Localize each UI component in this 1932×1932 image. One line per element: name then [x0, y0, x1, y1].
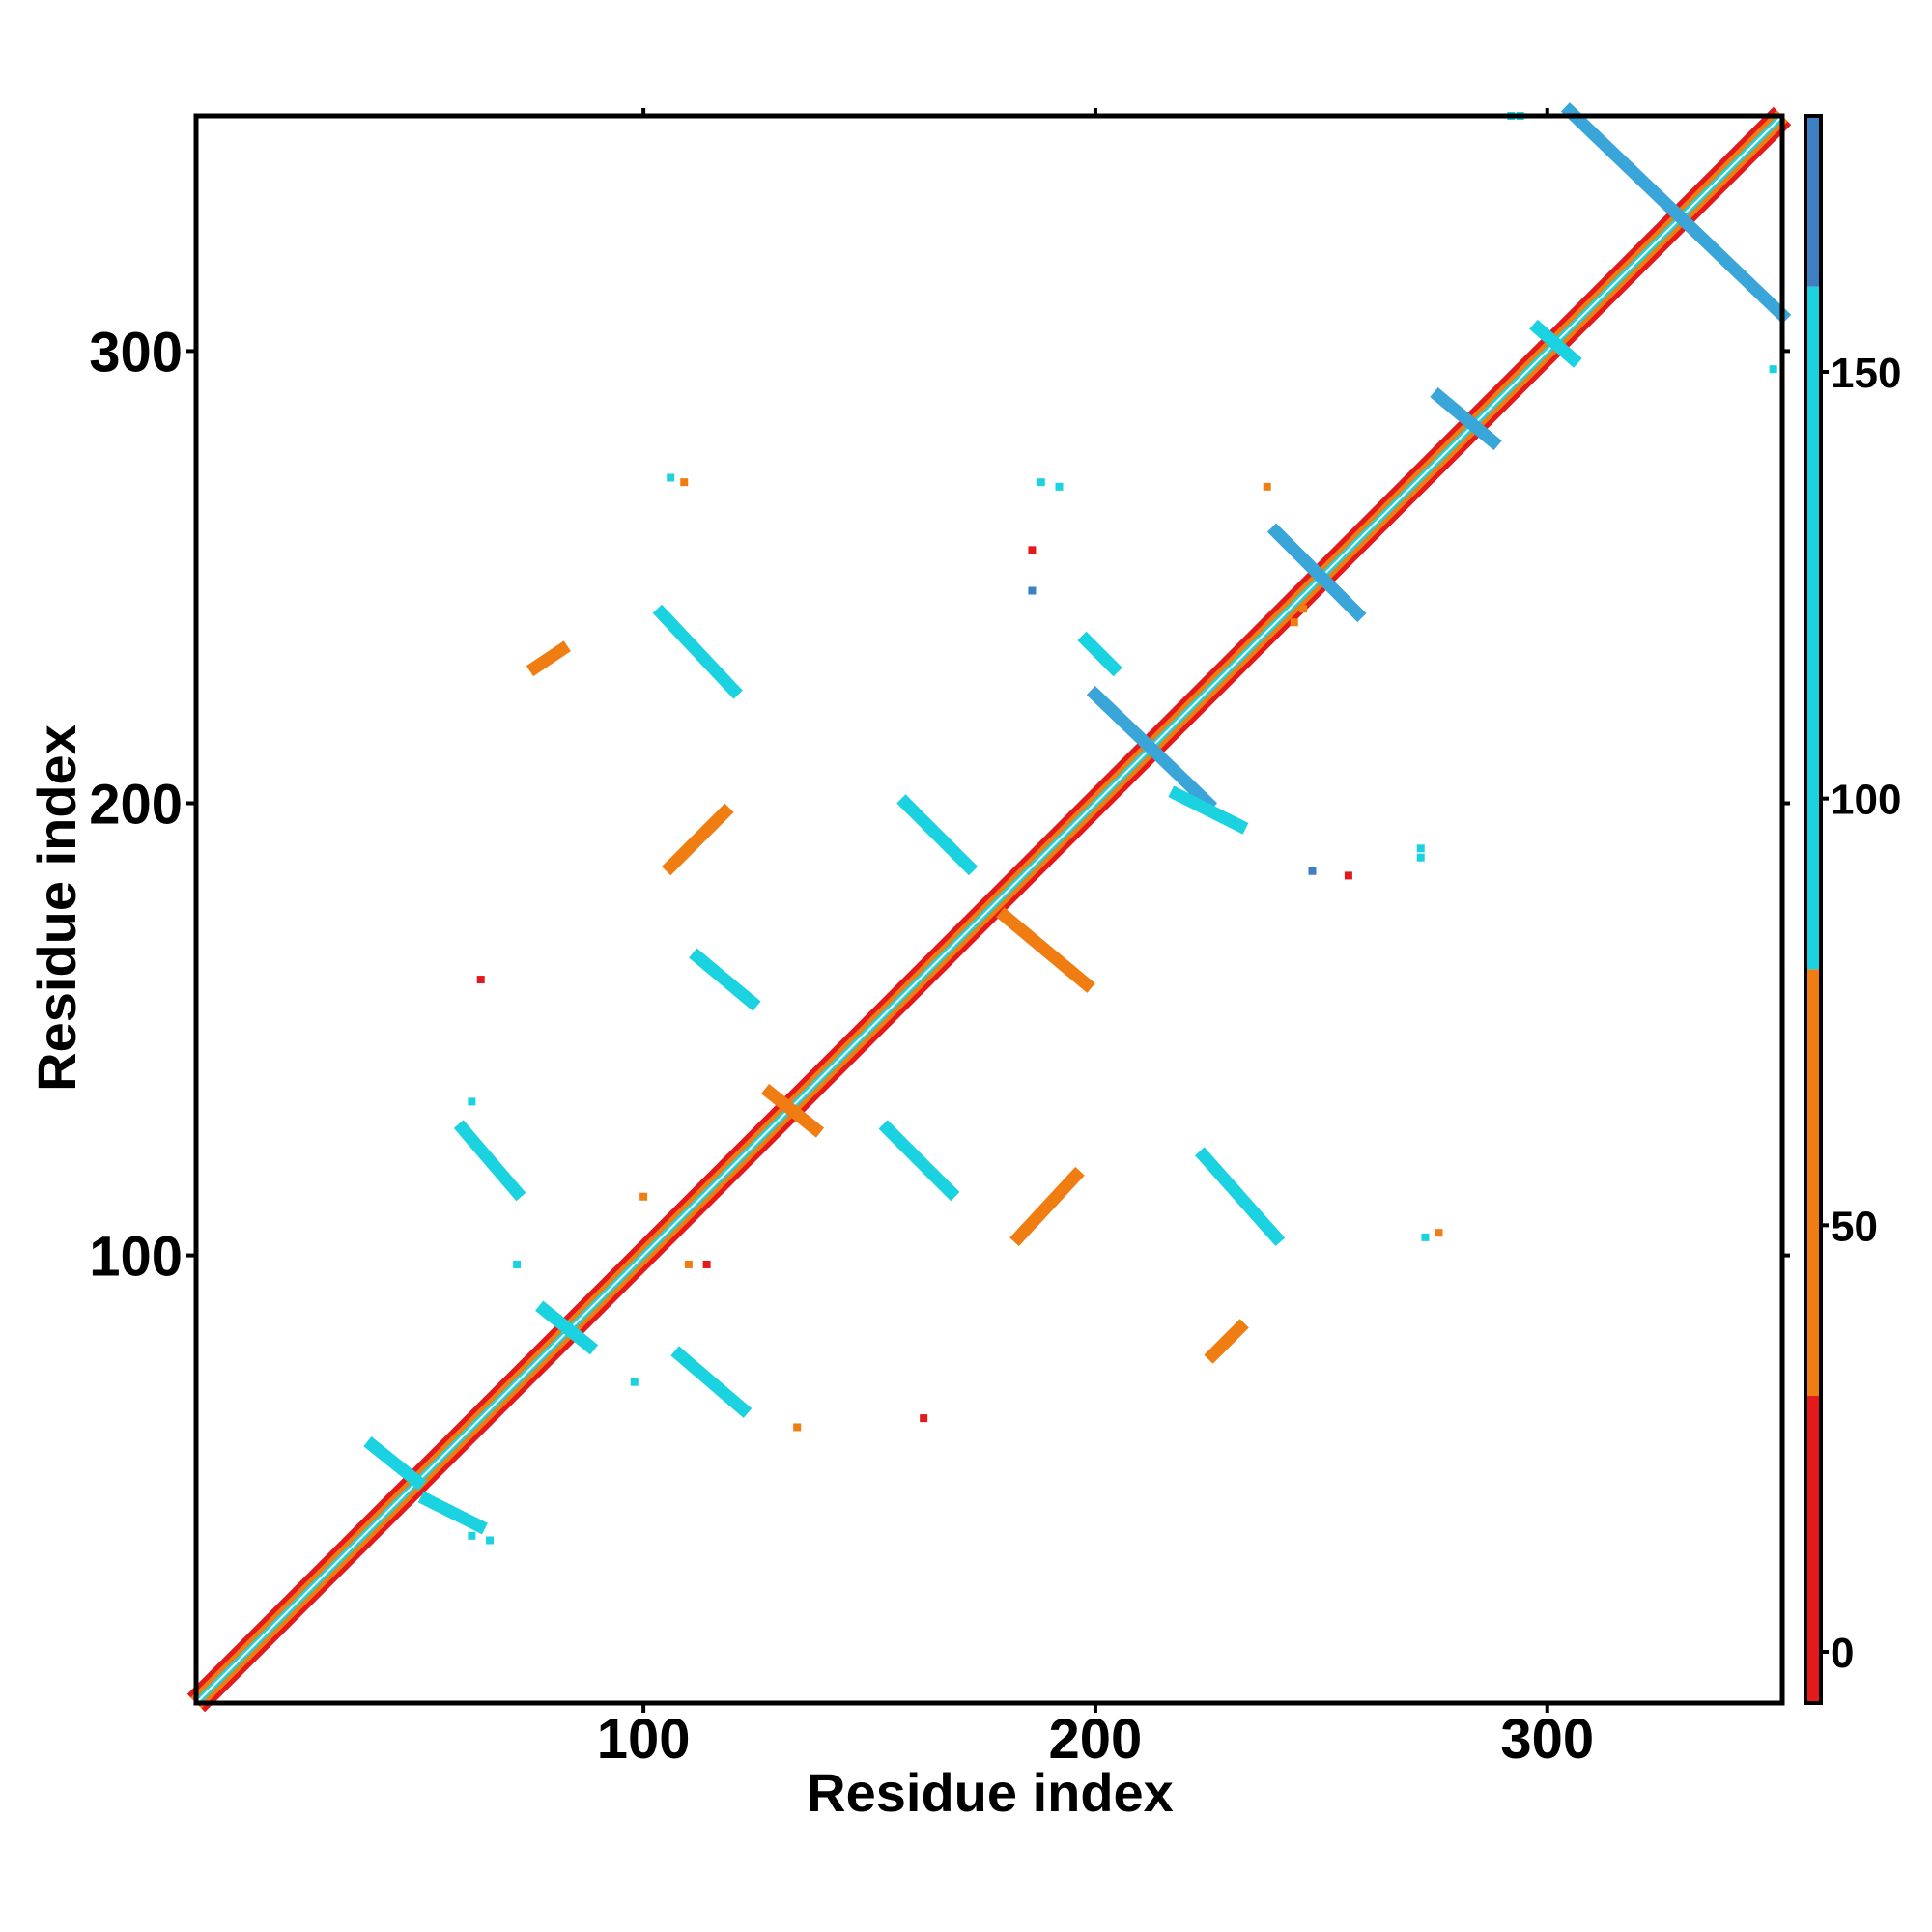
contact-strand-15: [526, 640, 571, 677]
colorbar-tick-label-50: 50: [1831, 1203, 1878, 1250]
y-tick-label-300: 300: [89, 321, 183, 384]
contact-strand-19: [363, 1436, 427, 1491]
contact-strand-2: [1086, 685, 1218, 812]
contact-point-20: [1421, 1233, 1430, 1241]
contact-point-4: [680, 478, 689, 487]
contact-point-2: [1769, 365, 1777, 374]
diagonal-center-line: [195, 115, 1783, 1704]
contact-point-5: [1037, 478, 1045, 487]
contact-strand-10: [662, 803, 734, 876]
contact-strand-6: [689, 948, 761, 1011]
contact-point-18: [1416, 844, 1425, 853]
contact-strand-4: [1529, 319, 1583, 369]
contact-point-12: [476, 976, 485, 984]
x-tick-label-300: 300: [1500, 1708, 1594, 1771]
contact-strand-17: [1077, 631, 1122, 677]
contact-point-26: [639, 1192, 648, 1201]
contact-strand-5: [453, 1120, 526, 1202]
contact-strand-7: [670, 1346, 753, 1418]
colorbar-tick-label-150: 150: [1831, 350, 1901, 397]
colorbar-tick-label-0: 0: [1831, 1630, 1854, 1677]
contact-point-28: [486, 1536, 495, 1545]
contact-point-22: [1344, 871, 1352, 880]
contact-point-19: [1416, 853, 1425, 862]
contact-strand-3: [1430, 387, 1502, 451]
contact-point-13: [920, 1414, 928, 1423]
heatmap-marks: [186, 102, 1792, 1713]
contact-strand-9: [1009, 1165, 1087, 1247]
contact-strand-14: [896, 794, 979, 876]
contact-point-25: [702, 1260, 711, 1268]
contact-strand-8: [878, 1120, 960, 1202]
contact-point-3: [667, 473, 675, 482]
colorbar-tick-label-100: 100: [1831, 777, 1901, 824]
colorbar-segment-1: [1807, 969, 1819, 1396]
contact-point-14: [513, 1260, 522, 1268]
contact-strand-21: [535, 1300, 599, 1355]
contact-strand-22: [760, 1083, 825, 1138]
x-tick-label-100: 100: [597, 1708, 691, 1771]
contact-point-11: [1290, 618, 1298, 627]
x-axis-title: Residue index: [807, 1762, 1174, 1823]
contact-point-21: [1435, 1229, 1443, 1237]
contact-strand-12: [1195, 1147, 1286, 1247]
colorbar-frame: [1804, 114, 1823, 1705]
colorbar-segment-2: [1807, 286, 1819, 970]
y-tick-label-200: 200: [89, 773, 183, 836]
contact-point-16: [468, 1097, 476, 1106]
contact-strand-11: [652, 604, 743, 699]
x-tick-label-200: 200: [1049, 1708, 1143, 1771]
contact-point-15: [630, 1378, 639, 1386]
colorbar-segment-0: [1807, 1396, 1819, 1703]
contact-strand-0: [1560, 102, 1792, 325]
colorbar-segment-3: [1807, 116, 1819, 287]
y-axis-title: Residue index: [26, 724, 87, 1092]
contact-point-17: [793, 1423, 802, 1432]
colorbar: 0 50 100 150: [1804, 114, 1901, 1705]
axis-ticks: 100 200 300 100 200 300: [89, 108, 1790, 1771]
contact-point-10: [1299, 605, 1308, 613]
contact-point-9: [1263, 482, 1271, 491]
contact-point-7: [1028, 546, 1037, 554]
contact-point-24: [684, 1260, 693, 1268]
contact-point-27: [468, 1531, 476, 1540]
plot-frame: [193, 113, 1785, 1706]
contact-point-23: [1308, 867, 1317, 875]
contact-strand-20: [417, 1491, 490, 1536]
y-tick-label-100: 100: [89, 1226, 183, 1289]
contact-strand-16: [1204, 1319, 1249, 1364]
contact-strand-18: [1168, 785, 1249, 835]
contact-strand-1: [1266, 523, 1367, 623]
contact-strand-13: [996, 907, 1095, 993]
contact-point-8: [1028, 586, 1037, 595]
contact-point-6: [1055, 482, 1064, 491]
